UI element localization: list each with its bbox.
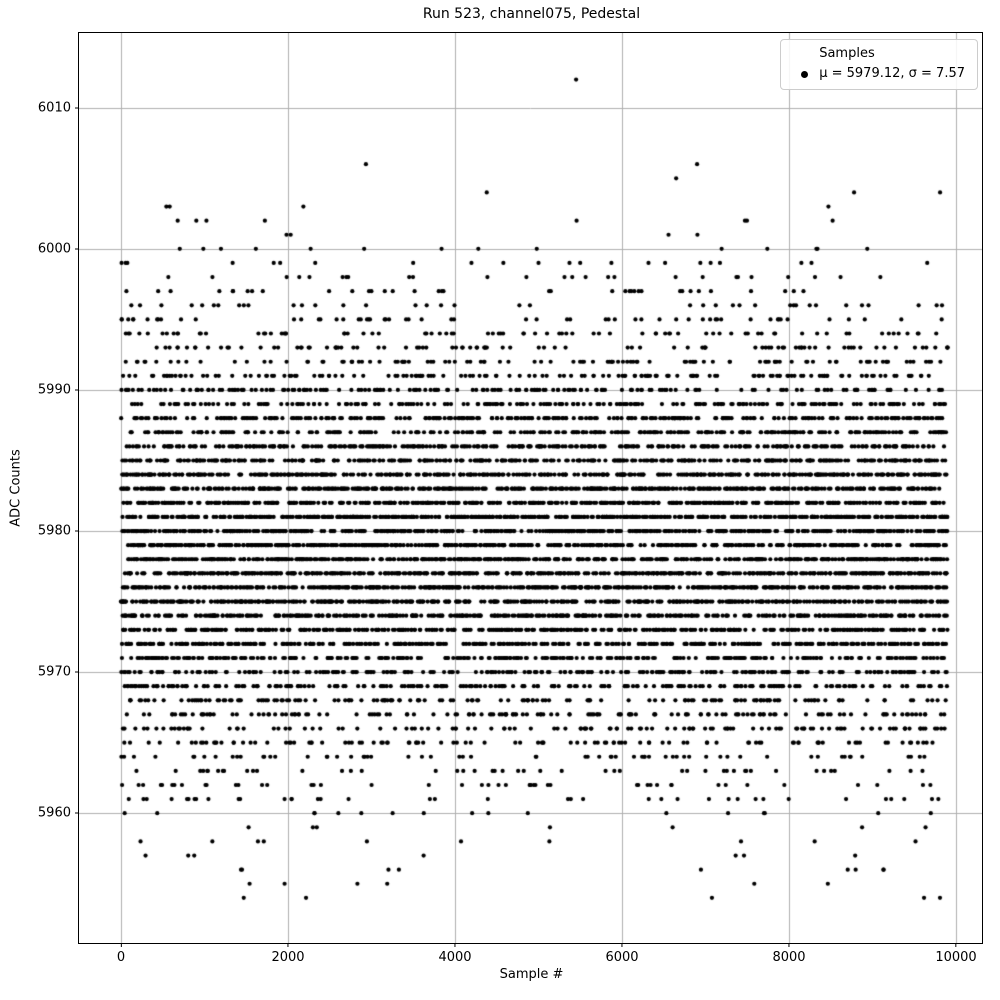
y-tick-mark <box>75 107 79 109</box>
y-tick-label: 5990 <box>37 382 71 398</box>
legend-marker-cell <box>789 64 819 84</box>
y-tick-mark <box>75 812 79 814</box>
x-tick-mark <box>454 943 456 947</box>
y-tick: 6000 <box>38 241 79 256</box>
y-tick-mark <box>75 530 79 532</box>
x-tick-mark <box>287 943 289 947</box>
legend-marker-dot-icon <box>800 70 808 78</box>
y-tick-label: 5960 <box>37 805 71 821</box>
y-tick-label: 5980 <box>37 523 71 539</box>
x-tick-mark <box>120 943 122 947</box>
y-tick-mark <box>75 389 79 391</box>
x-tick: 0 <box>117 943 125 965</box>
legend-stats-label: μ = 5979.12, σ = 7.57 <box>819 66 965 81</box>
x-tick-mark <box>788 943 790 947</box>
legend-entry-label: Samples <box>819 46 875 61</box>
x-tick: 10000 <box>935 943 977 965</box>
x-tick-mark <box>955 943 957 947</box>
y-tick: 5980 <box>38 524 79 539</box>
y-tick: 6010 <box>38 100 79 115</box>
x-tick-label: 0 <box>116 950 126 965</box>
x-tick-label: 8000 <box>772 950 806 965</box>
y-tick: 5960 <box>38 806 79 821</box>
x-tick-label: 10000 <box>935 950 977 965</box>
y-tick-mark <box>75 248 79 250</box>
plot-area: Samples μ = 5979.12, σ = 7.57 <box>78 32 983 944</box>
y-tick-label: 6010 <box>37 100 71 116</box>
x-tick-label: 2000 <box>271 950 305 965</box>
x-tick: 2000 <box>271 943 305 965</box>
y-tick: 5990 <box>38 382 79 397</box>
x-tick-label: 6000 <box>605 950 639 965</box>
y-tick-label: 5970 <box>37 664 71 680</box>
legend: Samples μ = 5979.12, σ = 7.57 <box>780 39 978 90</box>
chart-title: Run 523, channel075, Pedestal <box>422 6 641 22</box>
legend-spacer <box>789 44 819 64</box>
y-tick-mark <box>75 671 79 673</box>
scatter-plot-canvas <box>79 33 982 943</box>
x-tick: 6000 <box>605 943 639 965</box>
x-tick-label: 4000 <box>438 950 472 965</box>
x-tick-mark <box>621 943 623 947</box>
x-axis-label: Sample # <box>499 967 564 982</box>
x-tick: 8000 <box>772 943 806 965</box>
y-axis-label: ADC Counts <box>8 449 24 527</box>
x-tick: 4000 <box>438 943 472 965</box>
y-tick-label: 6000 <box>37 241 71 257</box>
y-tick: 5970 <box>38 665 79 680</box>
